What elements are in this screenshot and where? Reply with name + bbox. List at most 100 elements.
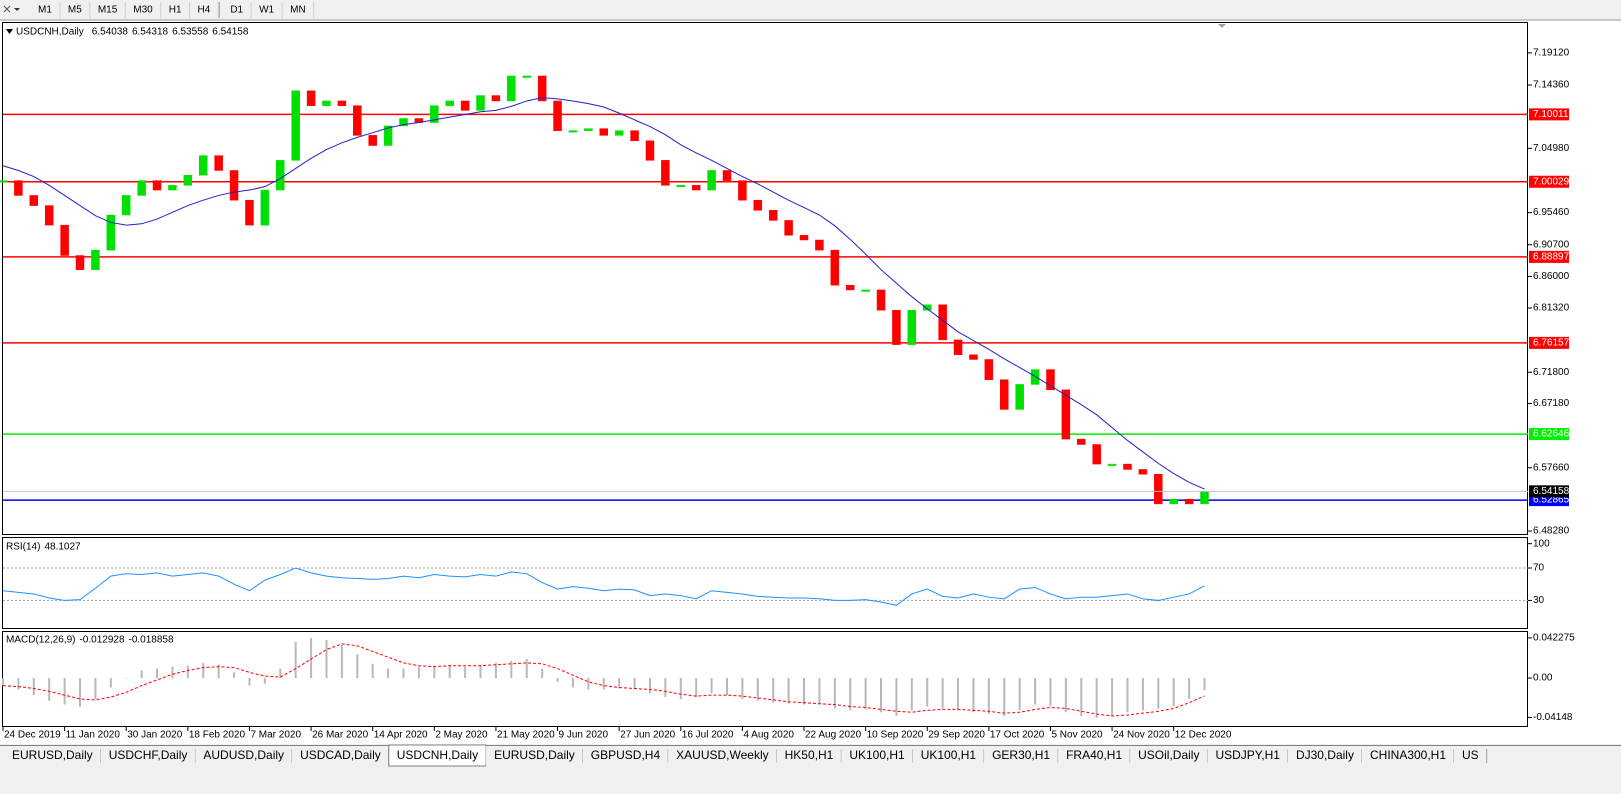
tab-background[interactable] bbox=[1454, 746, 1487, 767]
tab-background[interactable] bbox=[1361, 746, 1455, 767]
tab-background[interactable] bbox=[292, 746, 389, 767]
dropdown-arrow[interactable] bbox=[14, 8, 20, 11]
chart-tab[interactable]: GBPUSD,H4 bbox=[582, 746, 669, 767]
candle bbox=[568, 130, 578, 133]
x-tick-label: 2 May 2020 bbox=[435, 730, 488, 741]
candle bbox=[784, 220, 793, 236]
tab-label[interactable]: UK100,H1 bbox=[921, 748, 977, 762]
chart-tab[interactable]: FRA40,H1 bbox=[1058, 746, 1131, 767]
tab-background[interactable] bbox=[1130, 746, 1208, 767]
chart-tab[interactable]: DJ30,Daily bbox=[1287, 746, 1363, 767]
timeframe-button[interactable]: D1 bbox=[230, 2, 252, 18]
chart-tab[interactable]: GER30,H1 bbox=[984, 746, 1059, 767]
candle bbox=[537, 75, 547, 102]
timeframe-label[interactable]: W1 bbox=[259, 5, 274, 16]
tab-label[interactable]: USDCNH,Daily bbox=[397, 748, 478, 762]
tab-background[interactable] bbox=[1058, 746, 1131, 767]
timeframe-label[interactable]: MN bbox=[290, 5, 306, 16]
chart-tab[interactable]: XAUUSD,Weekly bbox=[668, 746, 778, 767]
tab-background[interactable] bbox=[4, 746, 101, 767]
tab-label[interactable]: GER30,H1 bbox=[992, 748, 1050, 762]
chart-tab[interactable]: EURUSD,Daily bbox=[4, 746, 102, 767]
chart-tab[interactable]: US bbox=[1454, 746, 1488, 767]
tab-label[interactable]: US bbox=[1462, 748, 1479, 762]
ohlc-value: 6.54318 bbox=[132, 27, 169, 38]
tab-background[interactable] bbox=[668, 746, 777, 767]
macd-bar bbox=[448, 664, 451, 679]
tab-label[interactable]: AUDUSD,Daily bbox=[203, 748, 284, 762]
signal-line bbox=[2, 643, 1205, 717]
candle bbox=[29, 195, 39, 206]
candle bbox=[599, 128, 609, 136]
tab-label[interactable]: USDCHF,Daily bbox=[109, 748, 188, 762]
timeframe-button[interactable]: M15 bbox=[98, 2, 126, 18]
macd-bar bbox=[186, 665, 189, 679]
chart-tab[interactable]: AUDUSD,Daily bbox=[195, 746, 293, 767]
candle bbox=[75, 255, 85, 270]
tab-background[interactable] bbox=[776, 746, 842, 767]
timeframe-label[interactable]: H4 bbox=[198, 5, 211, 16]
chart-tab[interactable]: USDCHF,Daily bbox=[100, 746, 196, 767]
timeframe-label[interactable]: M5 bbox=[68, 5, 82, 16]
tab-label[interactable]: EURUSD,Daily bbox=[12, 748, 93, 762]
timeframe-label[interactable]: D1 bbox=[230, 5, 243, 16]
tab-background[interactable] bbox=[582, 746, 669, 767]
chart-tab[interactable]: UK100,H1 bbox=[912, 746, 985, 767]
chart-tab[interactable]: USDCAD,Daily bbox=[292, 746, 390, 767]
macd-bar bbox=[371, 663, 374, 679]
cursor-icon[interactable] bbox=[3, 5, 11, 13]
tab-label[interactable]: EURUSD,Daily bbox=[494, 748, 575, 762]
level-price-box bbox=[1529, 336, 1569, 349]
macd-bar bbox=[402, 668, 405, 679]
chart-tab[interactable]: USDJPY,H1 bbox=[1207, 746, 1289, 767]
level-price-box bbox=[1529, 108, 1569, 121]
candle bbox=[383, 125, 393, 146]
tab-background[interactable] bbox=[486, 746, 583, 767]
tab-background[interactable] bbox=[1287, 746, 1362, 767]
timeframe-button[interactable]: H4 bbox=[198, 2, 219, 18]
tab-label[interactable]: HK50,H1 bbox=[785, 748, 834, 762]
symbol-menu-arrow[interactable] bbox=[6, 29, 13, 34]
timeframe-button[interactable]: W1 bbox=[259, 2, 283, 18]
tab-background[interactable] bbox=[912, 746, 985, 767]
x-tick-label: 12 Dec 2020 bbox=[1175, 730, 1232, 741]
timeframe-button[interactable]: M30 bbox=[133, 2, 162, 18]
macd-bar bbox=[525, 659, 528, 679]
macd-bar bbox=[479, 664, 482, 679]
tab-label[interactable]: GBPUSD,H4 bbox=[591, 748, 661, 762]
macd-bar bbox=[972, 678, 975, 713]
timeframe-label[interactable]: M1 bbox=[38, 5, 52, 16]
tab-label[interactable]: USDCAD,Daily bbox=[300, 748, 381, 762]
x-tick-label: 22 Aug 2020 bbox=[805, 730, 862, 741]
macd-bar bbox=[987, 678, 990, 715]
chart-tab[interactable]: USDCNH,Daily bbox=[388, 744, 487, 767]
candle bbox=[276, 160, 285, 191]
tab-label[interactable]: UK100,H1 bbox=[849, 748, 905, 762]
tab-background[interactable] bbox=[195, 746, 293, 767]
tab-background[interactable] bbox=[984, 746, 1059, 767]
timeframe-label[interactable]: M15 bbox=[98, 5, 118, 16]
tab-label[interactable]: USDJPY,H1 bbox=[1215, 748, 1280, 762]
timeframe-button[interactable]: M1 bbox=[38, 2, 61, 18]
level-price-label: 6.88897 bbox=[1533, 252, 1570, 263]
tab-background[interactable] bbox=[100, 746, 196, 767]
timeframe-label[interactable]: H1 bbox=[169, 5, 182, 16]
chart-tab[interactable]: UK100,H1 bbox=[841, 746, 914, 767]
timeframe-label[interactable]: M30 bbox=[133, 5, 153, 16]
chart-tab[interactable]: USOil,Daily bbox=[1130, 746, 1208, 767]
tab-background[interactable] bbox=[841, 746, 913, 767]
chart-tab[interactable]: EURUSD,Daily bbox=[486, 746, 584, 767]
candle bbox=[707, 170, 716, 191]
timeframe-button[interactable]: M5 bbox=[68, 2, 91, 18]
timeframe-button[interactable]: MN bbox=[290, 2, 315, 18]
tab-label[interactable]: USOil,Daily bbox=[1138, 748, 1199, 762]
tab-label[interactable]: DJ30,Daily bbox=[1296, 748, 1354, 762]
tab-label[interactable]: XAUUSD,Weekly bbox=[676, 748, 768, 762]
timeframe-button[interactable]: H1 bbox=[169, 2, 191, 18]
tab-background[interactable] bbox=[1207, 746, 1288, 767]
chart-tab[interactable]: HK50,H1 bbox=[776, 746, 842, 767]
macd-bar bbox=[263, 678, 266, 684]
tab-label[interactable]: FRA40,H1 bbox=[1066, 748, 1122, 762]
chart-tab[interactable]: CHINA300,H1 bbox=[1361, 746, 1455, 767]
tab-label[interactable]: CHINA300,H1 bbox=[1370, 748, 1446, 762]
